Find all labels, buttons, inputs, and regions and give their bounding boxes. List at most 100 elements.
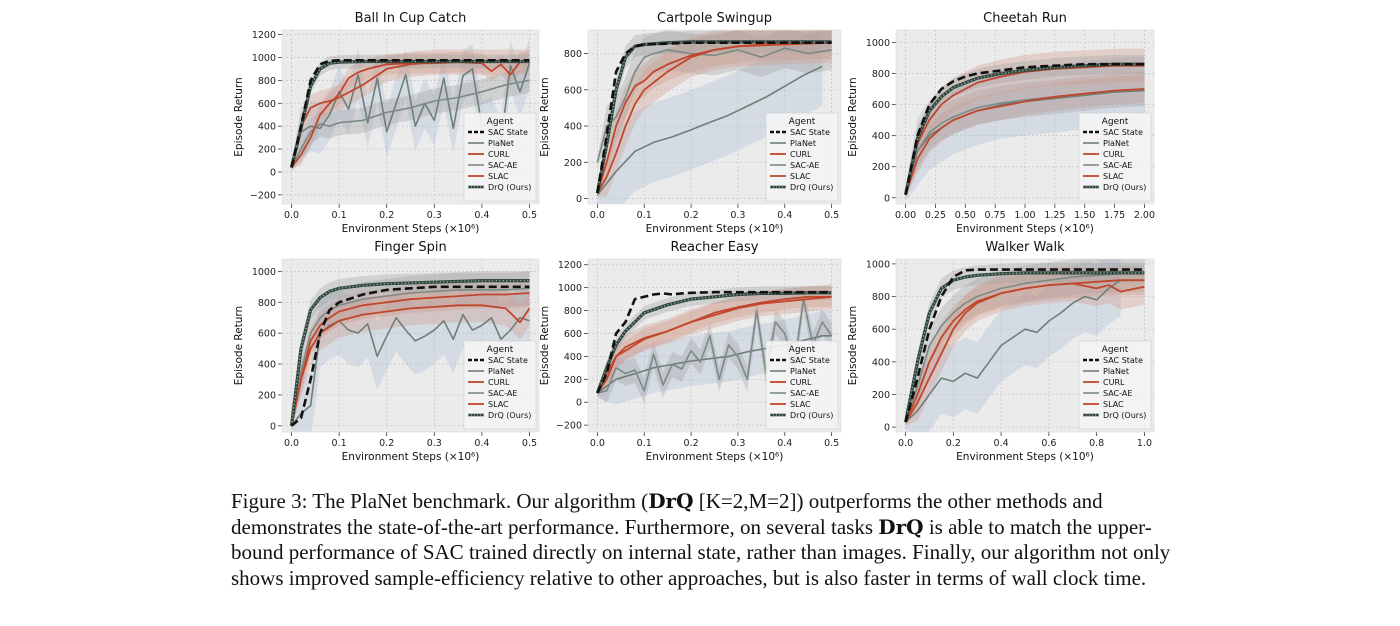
band-drq-ours [291,54,530,169]
series-layer [289,38,531,173]
x-tick-label: 0.3 [427,210,442,221]
x-tick-label: 0.0 [284,210,299,221]
series-line-drq-ours [595,291,832,394]
legend-label-sac-state: SAC State [790,356,830,365]
legend-label-planet: PlaNet [488,367,514,376]
y-axis-label: Episode Return [847,77,859,156]
legend-label-drq-ours: DrQ (Ours) [790,183,833,192]
x-tick-label: 0.4 [777,210,792,221]
band-sac-ae [597,286,832,404]
y-tick-label: 400 [872,131,890,142]
legend-label-drq-ours: DrQ (Ours) [1103,183,1146,192]
legend-label-curl: CURL [488,150,510,159]
chart-title: Cartpole Swingup [657,11,772,26]
caption-tail: is able to match the upper-bound perform… [231,514,1171,590]
legend-label-sac-state: SAC State [1103,128,1143,137]
chart-title: Finger Spin [374,240,446,255]
y-tick-label: −200 [250,190,276,201]
legend-label-curl: CURL [790,378,812,387]
x-tick-label: 0.25 [925,210,946,221]
y-tick-label: 0 [576,398,582,409]
legend-title: Agent [1102,345,1129,355]
legend-label-sac-ae: SAC-AE [790,389,819,398]
legend-label-drq-ours: DrQ (Ours) [1103,411,1146,420]
x-tick-label: 0.1 [332,438,347,449]
legend-label-drq-ours: DrQ (Ours) [488,411,531,420]
y-tick-label: 1000 [558,283,582,294]
legend-label-sac-state: SAC State [1103,356,1143,365]
band-slac [905,48,1145,199]
x-tick-label: 0.2 [379,210,394,221]
x-tick-label: 0.8 [1089,438,1104,449]
plot-frame [281,258,540,433]
band-sac-ae [291,271,530,430]
series-dots-drq-ours [904,272,1145,423]
y-axis-label: Episode Return [539,306,551,385]
y-tick-label: 1200 [558,260,582,271]
x-tick-label: 1.50 [1074,210,1095,221]
y-tick-label: 600 [564,85,582,96]
y-tick-label: 200 [564,375,582,386]
y-tick-label: 1000 [866,38,890,49]
x-tick-label: 0.4 [474,210,489,221]
series-line-planet [905,279,1122,423]
legend-label-slac: SLAC [1103,172,1124,181]
series-line-sac-state [904,268,1145,423]
legend-title: Agent [487,117,514,127]
legend-label-sac-ae: SAC-AE [790,161,819,170]
legend-title: Agent [1102,117,1129,127]
series-line-drq-ours [595,40,832,194]
x-tick-label: 0.3 [427,438,442,449]
legend-title: Agent [789,117,816,127]
y-tick-label: 600 [258,329,276,340]
y-tick-label: 1200 [252,30,276,41]
x-tick-label: 0.0 [284,438,299,449]
x-tick-label: 0.4 [994,438,1009,449]
x-tick-label: 0.4 [777,438,792,449]
band-sac-ae [291,67,530,170]
x-tick-label: 0.0 [898,438,913,449]
series-line-curl [596,41,832,194]
legend-label-curl: CURL [1103,378,1125,387]
series-line-sac-state [290,59,530,168]
x-tick-label: 1.00 [1014,210,1035,221]
plot-frame [281,29,540,205]
chart-panel-cheetah-run: 0.00 0.25 0.50 0.75 1.00 1.25 1.50 1.75 2.00 0 200… [847,11,1155,235]
y-tick-label: 800 [872,292,890,303]
band-curl [597,30,832,197]
chart-panel-reacher-easy: 0.0 0.1 0.2 0.3 0.4 0.5 −200 0 200 400 600 800 1000 1… [539,240,842,463]
y-tick-label: 800 [564,49,582,60]
x-axis-label: Environment Steps (×10⁶) [956,223,1094,235]
y-tick-label: 400 [564,352,582,363]
y-tick-label: 0 [884,423,890,434]
band-slac [597,30,832,198]
y-tick-label: 600 [872,100,890,111]
x-tick-label: 0.75 [985,210,1006,221]
legend-label-slac: SLAC [790,400,811,409]
legend-label-sac-ae: SAC-AE [1103,161,1132,170]
band-slac [291,49,530,170]
band-curl [291,51,530,170]
x-tick-label: 0.1 [637,438,652,449]
y-tick-label: 200 [564,158,582,169]
y-tick-label: 600 [564,329,582,340]
chart-title: Reacher Easy [671,240,759,255]
chart-title: Cheetah Run [983,11,1067,26]
x-tick-label: 0.2 [684,210,699,221]
legend-label-slac: SLAC [1103,400,1124,409]
figure-caption: Figure 3: The PlaNet benchmark. Our algo… [231,489,1171,591]
series-layer [595,30,832,204]
caption-drq-2: DrQ [878,514,924,539]
y-tick-label: 400 [872,357,890,368]
band-curl [905,265,1145,426]
legend-label-curl: CURL [790,150,812,159]
x-tick-label: 0.2 [379,438,394,449]
band-sac-ae [597,30,832,167]
band-drq-ours [905,54,1145,197]
y-tick-label: 400 [258,360,276,371]
y-tick-label: 800 [258,76,276,87]
chart-panel-ball-in-cup-catch: 0.0 0.1 0.2 0.3 0.4 0.5 −200 0 200 400 600 800 1000 1… [233,11,540,235]
